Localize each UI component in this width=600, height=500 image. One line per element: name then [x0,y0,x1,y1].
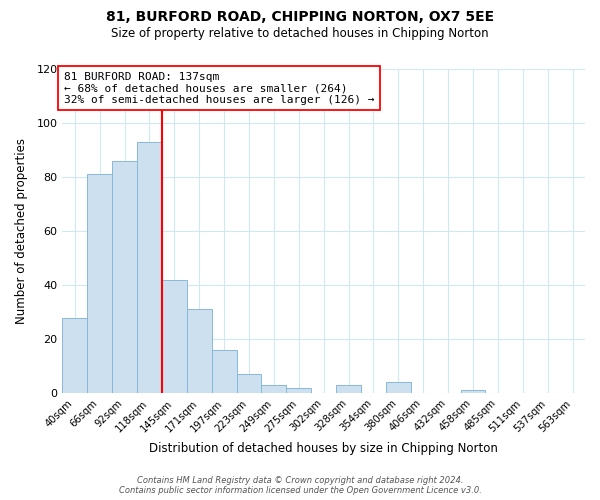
Bar [236,374,262,393]
Bar [87,174,112,393]
Bar [137,142,162,393]
Bar [187,310,212,393]
X-axis label: Distribution of detached houses by size in Chipping Norton: Distribution of detached houses by size … [149,442,498,455]
Bar [212,350,236,393]
Bar [62,318,87,393]
Bar [386,382,411,393]
Text: Contains HM Land Registry data © Crown copyright and database right 2024.
Contai: Contains HM Land Registry data © Crown c… [119,476,481,495]
Text: 81, BURFORD ROAD, CHIPPING NORTON, OX7 5EE: 81, BURFORD ROAD, CHIPPING NORTON, OX7 5… [106,10,494,24]
Text: 81 BURFORD ROAD: 137sqm
← 68% of detached houses are smaller (264)
32% of semi-d: 81 BURFORD ROAD: 137sqm ← 68% of detache… [64,72,374,105]
Bar [336,385,361,393]
Text: Size of property relative to detached houses in Chipping Norton: Size of property relative to detached ho… [111,28,489,40]
Y-axis label: Number of detached properties: Number of detached properties [15,138,28,324]
Bar [162,280,187,393]
Bar [262,385,286,393]
Bar [286,388,311,393]
Bar [112,161,137,393]
Bar [461,390,485,393]
